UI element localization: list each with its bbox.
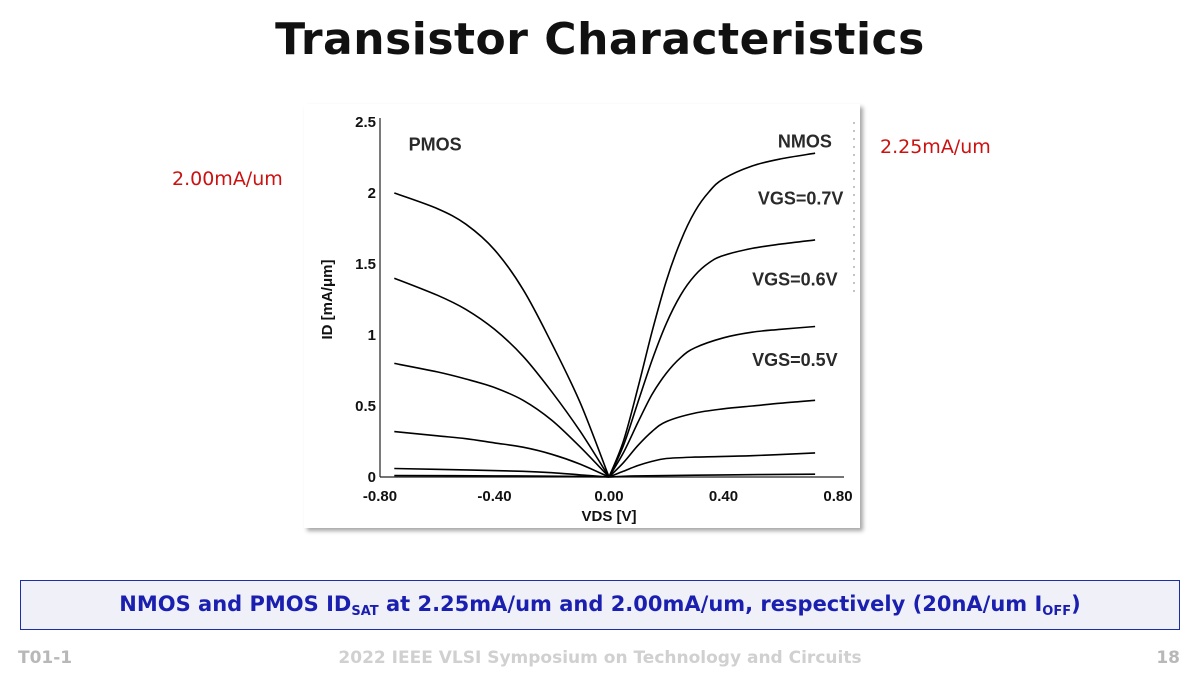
y-tick-label: 1.5: [355, 256, 376, 273]
pmos-current-note: 2.00mA/um: [172, 168, 283, 190]
y-tick-label: 0.5: [355, 398, 376, 415]
curve-line: [608, 473, 816, 478]
footer-code: T01-1: [18, 648, 73, 668]
x-tick-label: -0.80: [363, 488, 397, 505]
footer-page-number: 18: [1156, 648, 1180, 668]
iv-chart-svg: -0.80 -0.40 0.00 0.40 0.80 0 0.5 1 1.5 2 2.5 VDS [V…: [319, 114, 855, 525]
summary-sub-2: OFF: [1042, 603, 1072, 619]
y-axis-title: ID [mA/μm]: [319, 259, 336, 339]
curve-line: [608, 452, 816, 478]
curve-line: [394, 192, 610, 478]
nmos-current-note: 2.25mA/um: [880, 136, 991, 158]
x-tick-label: 0.00: [594, 488, 623, 505]
vgs-06-label: VGS=0.6V: [752, 269, 838, 289]
slide-title: Transistor Characteristics: [275, 14, 925, 65]
pmos-label: PMOS: [409, 134, 462, 154]
summary-part-3: ): [1071, 591, 1081, 616]
curve-line: [394, 362, 610, 478]
x-axis-title: VDS [V]: [581, 508, 636, 525]
curve-line: [608, 325, 816, 478]
curve-line: [394, 430, 610, 478]
curve-line: [394, 277, 610, 478]
footer-conference: 2022 IEEE VLSI Symposium on Technology a…: [338, 648, 862, 668]
x-tick-label: -0.40: [477, 488, 511, 505]
vgs-07-label: VGS=0.7V: [758, 188, 844, 208]
y-tick-label: 0: [368, 469, 376, 486]
y-tick-label: 2: [368, 185, 376, 202]
vgs-05-label: VGS=0.5V: [752, 350, 838, 370]
curve-line: [394, 474, 610, 478]
summary-part-2: at 2.25mA/um and 2.00mA/um, respectively…: [378, 591, 1043, 616]
y-tick-label: 2.5: [355, 114, 376, 131]
curve-line: [608, 152, 816, 478]
curve-line: [608, 399, 816, 478]
curve-line: [394, 467, 610, 478]
curve-line: [608, 239, 816, 478]
summary-text: NMOS and PMOS IDSAT at 2.25mA/um and 2.0…: [119, 592, 1080, 619]
iv-chart: -0.80 -0.40 0.00 0.40 0.80 0 0.5 1 1.5 2 2.5 VDS [V…: [304, 104, 860, 528]
y-tick-label: 1: [368, 327, 376, 344]
summary-banner: NMOS and PMOS IDSAT at 2.25mA/um and 2.0…: [20, 580, 1180, 630]
x-tick-label: 0.40: [709, 488, 738, 505]
summary-sub-1: SAT: [351, 603, 379, 619]
nmos-label: NMOS: [778, 132, 832, 152]
summary-part-1: NMOS and PMOS ID: [119, 591, 352, 616]
x-tick-label: 0.80: [823, 488, 852, 505]
